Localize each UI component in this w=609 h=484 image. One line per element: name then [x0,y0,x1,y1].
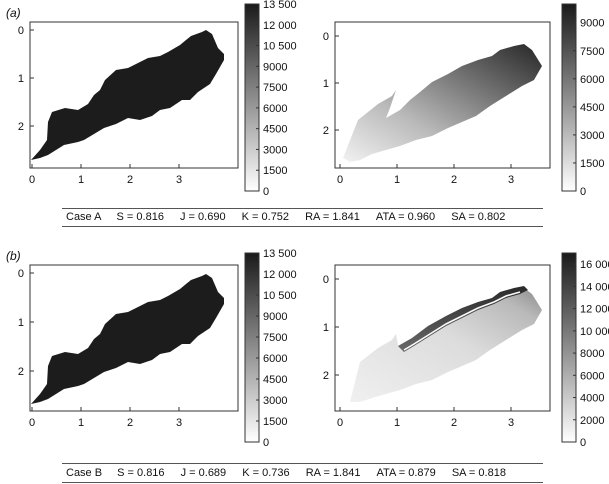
stats-a-s: S = 0.816 [116,211,164,223]
colorbar-tick-label: 2000 [580,415,604,427]
colorbar-tick-label: 3000 [263,395,287,407]
y-tick-label: 1 [323,78,329,90]
stats-b-j: J = 0.689 [180,467,227,479]
y-tick-label: 1 [323,322,329,334]
stats-a-top-rule [62,208,543,209]
colorbar-tick-label: 10 000 [580,326,609,338]
colorbar-tick-label: 9000 [580,18,604,30]
panel-b-label: (b) [6,249,21,263]
colorbar-tick-label: 0 [263,437,269,449]
colorbar-a-right [561,3,577,192]
colorbar-tick-label: 10 500 [263,41,297,53]
colorbar-tick-label: 12 000 [580,304,609,316]
plot-b-right-region [350,288,542,402]
stats-b-s: S = 0.816 [117,467,165,479]
x-tick-label: 2 [127,174,133,186]
x-tick-label: 0 [337,417,343,429]
colorbar-tick-label: 8000 [580,348,604,360]
y-tick-label: 2 [323,125,329,137]
y-tick-label: 2 [323,370,329,382]
y-tick-label: 0 [323,31,329,43]
colorbar-tick-label: 1500 [263,165,287,177]
stats-a-ra: RA = 1.841 [305,211,360,223]
colorbar-tick-label: 7500 [263,82,287,94]
colorbar-tick-label: 7500 [263,332,287,344]
colorbar-tick-label: 16 000 [580,259,609,271]
colorbar-tick-label: 0 [580,186,586,198]
stats-row-b: Case B S = 0.816 J = 0.689 K = 0.736 RA … [66,467,519,479]
y-tick-label: 2 [18,121,24,133]
colorbar-tick-label: 6000 [580,370,604,382]
colorbar-b-left [244,252,260,443]
x-tick-label: 1 [78,417,84,429]
stats-b-top-rule [62,463,543,464]
x-tick-label: 1 [78,174,84,186]
colorbar-tick-label: 1500 [580,158,604,170]
colorbar-tick-label: 3000 [263,144,287,156]
colorbar-tick-label: 6000 [263,103,287,115]
x-tick-label: 1 [394,417,400,429]
colorbar-tick-label: 14 000 [580,281,609,293]
stats-b-ata: ATA = 0.879 [376,467,436,479]
colorbar-tick-label: 13 500 [263,248,297,260]
colorbar-tick-label: 4500 [580,102,604,114]
colorbar-tick-label: 4500 [263,124,287,136]
colorbar-tick-label: 12 000 [263,269,297,281]
panel-a-label: (a) [6,6,21,20]
plot-a-left-region [31,30,224,160]
stats-a-bottom-rule [62,226,543,227]
stats-b-case: Case B [66,467,103,479]
colorbar-tick-label: 13 500 [263,0,297,11]
stats-b-sa: SA = 0.818 [451,467,506,479]
colorbar-tick-label: 9000 [263,61,287,73]
x-tick-label: 3 [176,174,182,186]
stats-row-a: Case A S = 0.816 J = 0.690 K = 0.752 RA … [66,211,518,223]
stats-a-ata: ATA = 0.960 [375,211,436,223]
stats-a-k: K = 0.752 [241,211,290,223]
stats-a-j: J = 0.690 [180,211,226,223]
stats-b-k: K = 0.736 [242,467,290,479]
x-tick-label: 0 [29,174,35,186]
colorbar-tick-label: 3000 [580,130,604,142]
y-tick-label: 0 [18,25,24,37]
x-tick-label: 0 [29,417,35,429]
colorbar-tick-label: 1500 [263,416,287,428]
y-tick-label: 1 [18,317,24,329]
y-tick-label: 0 [18,268,24,280]
plot-b-left-region [31,274,224,404]
x-tick-label: 3 [176,417,182,429]
plot-b-right-dark-band [398,286,528,352]
x-tick-label: 3 [508,417,514,429]
x-tick-label: 1 [394,174,400,186]
x-tick-label: 0 [337,174,343,186]
stats-a-case: Case A [66,211,102,223]
stats-b-bottom-rule [62,482,543,483]
plot-a-right-region [343,44,542,162]
y-tick-label: 1 [18,73,24,85]
y-tick-label: 2 [18,366,24,378]
colorbar-a-left [244,3,260,192]
colorbar-tick-label: 7500 [580,46,604,58]
x-tick-label: 3 [508,174,514,186]
colorbar-b-right [561,252,577,443]
colorbar-tick-label: 6000 [263,353,287,365]
colorbar-tick-label: 4500 [263,374,287,386]
plot-b-right-boundary-line [403,291,521,351]
colorbar-tick-label: 4000 [580,393,604,405]
x-tick-label: 2 [127,417,133,429]
colorbar-tick-label: 0 [263,186,269,198]
colorbar-tick-label: 12 000 [263,20,297,32]
colorbar-tick-label: 10 500 [263,290,297,302]
x-tick-label: 2 [451,174,457,186]
y-tick-label: 0 [323,274,329,286]
colorbar-tick-label: 9000 [263,311,287,323]
colorbar-tick-label: 0 [580,437,586,449]
x-tick-label: 2 [451,417,457,429]
stats-a-sa: SA = 0.802 [451,211,506,223]
colorbar-tick-label: 6000 [580,74,604,86]
stats-b-ra: RA = 1.841 [305,467,361,479]
